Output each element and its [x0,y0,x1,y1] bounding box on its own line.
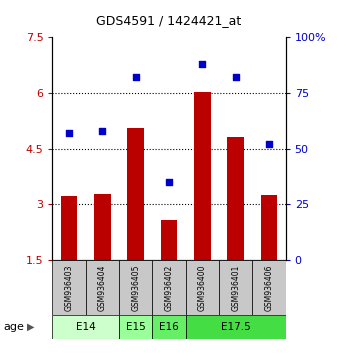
Text: GSM936406: GSM936406 [264,264,273,311]
Text: age: age [3,322,24,332]
Point [233,74,238,80]
Text: GSM936403: GSM936403 [65,264,74,311]
Text: GSM936405: GSM936405 [131,264,140,311]
Text: ▶: ▶ [27,322,34,332]
Text: E14: E14 [76,322,96,332]
Bar [119,260,152,315]
Text: GSM936401: GSM936401 [231,264,240,311]
Bar [127,128,144,260]
Bar [52,260,86,315]
Bar [252,260,286,315]
Bar [219,260,252,315]
Point [200,61,205,67]
Point [100,128,105,134]
Point [266,141,272,147]
Bar [152,260,186,315]
Text: GSM936404: GSM936404 [98,264,107,311]
Bar [194,92,211,260]
Text: E16: E16 [159,322,179,332]
Bar [186,260,219,315]
Bar [227,137,244,260]
Bar [186,315,286,339]
Bar [52,315,119,339]
Text: E17.5: E17.5 [221,322,250,332]
Text: GDS4591 / 1424421_at: GDS4591 / 1424421_at [96,14,242,27]
Bar [261,195,277,260]
Bar [161,220,177,260]
Text: GSM936402: GSM936402 [165,264,173,311]
Bar [119,315,152,339]
Bar [86,260,119,315]
Point [66,130,72,136]
Bar [94,194,111,260]
Point [133,74,138,80]
Point [166,179,172,185]
Text: GSM936400: GSM936400 [198,264,207,311]
Bar [152,315,186,339]
Bar [61,196,77,260]
Text: E15: E15 [126,322,146,332]
